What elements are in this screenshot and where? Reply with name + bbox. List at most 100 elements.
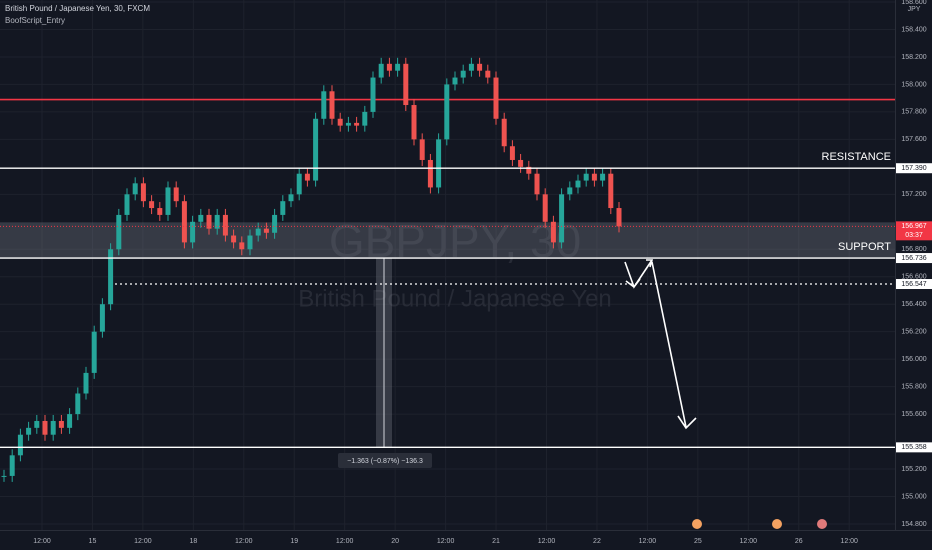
candle-body (550, 221, 556, 243)
time-tick-label: 19 (290, 538, 298, 545)
price-tick-label: 156.600 (901, 274, 926, 281)
price-tick-label: 156.400 (901, 301, 926, 308)
price-tick-label: 158.400 (901, 26, 926, 33)
price-label-box (896, 253, 932, 264)
price-label-box (896, 163, 932, 174)
price-tick-label: 158.600 (901, 0, 926, 6)
candle-body (149, 201, 155, 209)
candle-body (313, 118, 319, 181)
candle-body (165, 187, 171, 215)
plot (0, 57, 895, 482)
time-tick-label: 12:00 (33, 538, 51, 545)
candle-body (485, 70, 491, 78)
price-label: 156.736 (901, 255, 926, 262)
candle-body (17, 434, 23, 456)
candle-body (42, 420, 48, 435)
candle-body (140, 183, 146, 202)
candle-body (173, 187, 179, 202)
price-tick-label: 157.200 (901, 191, 926, 198)
time-tick-label: 12:00 (840, 538, 858, 545)
price-tick-label: 156.800 (901, 246, 926, 253)
symbol-title: British Pound / Japanese Yen, 30, FXCM (5, 4, 150, 13)
measure-label: −1.363 (−0.87%) −136.3 (347, 458, 423, 465)
candle-body (83, 372, 89, 394)
candle-body (386, 63, 392, 71)
candle-body (444, 84, 450, 140)
price-label-box (896, 442, 932, 453)
event-icon[interactable] (692, 519, 702, 529)
price-tick-label: 158.200 (901, 54, 926, 61)
candle-body (214, 214, 220, 229)
measure-label-box (338, 453, 432, 468)
candle-body (247, 235, 253, 250)
time-tick-label: 25 (694, 538, 702, 545)
candle-body (272, 214, 278, 233)
price-tick-label: 155.600 (901, 411, 926, 418)
time-tick-label: 12:00 (639, 538, 657, 545)
countdown: 03:37 (905, 232, 923, 239)
price-tick-label: 155.800 (901, 383, 926, 390)
candle-body (452, 77, 458, 85)
candle-body (67, 414, 73, 428)
candle-body (239, 242, 245, 250)
candle-body (296, 173, 302, 195)
time-tick-label: 21 (492, 538, 500, 545)
price-tick-label: 156.200 (901, 329, 926, 336)
candle-body (608, 173, 614, 209)
candle-body (26, 427, 32, 435)
time-tick-label: 20 (391, 538, 399, 545)
price-tick-label: 156.000 (901, 356, 926, 363)
candle-body (501, 118, 507, 147)
event-icon[interactable] (772, 519, 782, 529)
time-tick-label: 12:00 (437, 538, 455, 545)
candle-body (493, 77, 499, 119)
candle-body (419, 139, 425, 160)
candle-body (534, 173, 540, 195)
watermark-name: British Pound / Japanese Yen (298, 285, 612, 312)
candle-body (460, 70, 466, 78)
price-label-box (896, 279, 932, 290)
candle-body (91, 331, 97, 373)
time-tick-label: 12:00 (538, 538, 556, 545)
time-tick-label: 26 (795, 538, 803, 545)
candle-body (304, 173, 310, 181)
price-tick-label: 155.000 (901, 493, 926, 500)
candle-body (468, 63, 474, 71)
price-label: 155.358 (901, 444, 926, 451)
candle-body (321, 91, 327, 119)
candle-body (427, 159, 433, 188)
time-tick-label: 12:00 (235, 538, 253, 545)
candle-body (559, 194, 565, 243)
level-name: RESISTANCE (822, 151, 891, 163)
candle-body (50, 420, 56, 435)
currency: JPY (908, 6, 921, 13)
candle-body (600, 173, 606, 181)
candle-body (116, 214, 122, 250)
time-tick-label: 12:00 (336, 538, 354, 545)
candle-body (411, 105, 417, 140)
candle-body (124, 194, 130, 215)
price-tick-label: 157.600 (901, 136, 926, 143)
candle-body (9, 455, 15, 476)
candle-body (526, 166, 532, 174)
candle-body (1, 475, 7, 477)
candle-body (354, 122, 360, 126)
candle-body (132, 183, 138, 195)
candle-body (280, 201, 286, 215)
level-name: SUPPORT (838, 241, 891, 253)
candle-body (288, 194, 294, 202)
candle-body (263, 228, 269, 233)
event-icon[interactable] (817, 519, 827, 529)
time-tick-label: 18 (189, 538, 197, 545)
candle-body (362, 111, 368, 126)
price-label: 157.390 (901, 165, 926, 172)
candle-body (575, 180, 581, 188)
candle-body (75, 393, 81, 415)
candle-body (345, 122, 351, 126)
candle-body (157, 208, 163, 215)
candle-body (370, 77, 376, 112)
price-label: 156.547 (901, 281, 926, 288)
candle-body (34, 420, 40, 428)
